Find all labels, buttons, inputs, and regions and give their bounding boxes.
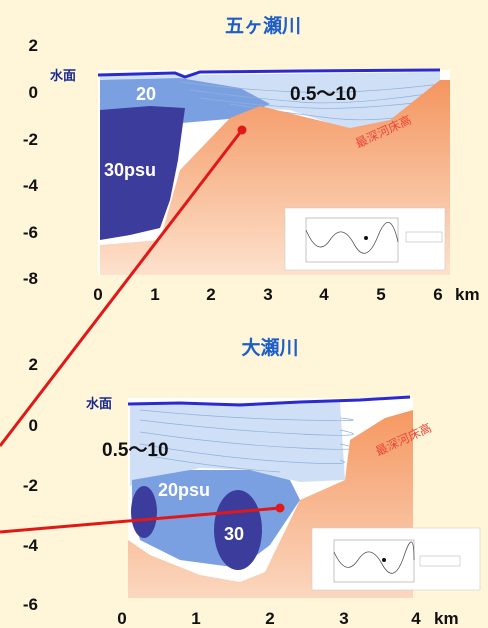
y-tick: 0 xyxy=(29,83,38,102)
x-tick: 5 xyxy=(376,285,385,304)
x-tick: 1 xyxy=(191,609,200,628)
salinity-layer-30 xyxy=(100,106,185,240)
y-tick: 0 xyxy=(29,416,38,435)
inset-chart-bottom xyxy=(311,527,481,591)
arrow-dot-bottom xyxy=(275,503,285,513)
x-tick: 2 xyxy=(265,609,274,628)
water-surface-label-top: 水面 xyxy=(50,68,76,84)
water-surface-label-bottom: 水面 xyxy=(86,396,112,412)
x-tick: 6 xyxy=(433,285,442,304)
x-unit: km xyxy=(434,609,459,628)
salinity-layer-30-left xyxy=(131,486,157,538)
y-tick: -4 xyxy=(23,536,39,555)
y-axis-bottom: 2 0 -2 -4 -6 xyxy=(23,355,39,614)
x-tick: 3 xyxy=(339,609,348,628)
panel-bottom-title: 大瀬川 xyxy=(241,336,298,359)
water-surface-line-bottom xyxy=(127,395,411,407)
salinity-label-30psu: 30psu xyxy=(104,160,156,180)
water-surface-line-top xyxy=(97,68,441,79)
y-axis-top: 2 0 -2 -4 -6 -8 xyxy=(23,36,39,288)
panel-top-title: 五ヶ瀬川 xyxy=(225,15,301,37)
panel-top: 五ヶ瀬川 水面 20 30psu 0.5～10 最深河床高 xyxy=(23,15,480,304)
x-tick: 3 xyxy=(263,285,272,304)
inset-chart-top xyxy=(284,207,446,271)
y-tick: -6 xyxy=(23,223,38,242)
x-tick: 0 xyxy=(93,285,102,304)
y-tick: -2 xyxy=(23,130,38,149)
x-unit: km xyxy=(455,285,480,304)
y-tick: 2 xyxy=(29,36,38,55)
pointer-arrows xyxy=(0,125,285,534)
y-tick: -6 xyxy=(23,595,38,614)
x-axis-top: 0 1 2 3 4 5 6 km xyxy=(93,285,479,304)
x-axis-bottom: 0 1 2 3 4 km xyxy=(117,609,458,628)
salinity-label-30-bottom: 30 xyxy=(224,524,244,544)
salinity-label-0-5-10-top: 0.5～10 xyxy=(290,84,357,105)
y-tick: 2 xyxy=(29,355,38,374)
salinity-label-0-5-10-bottom: 0.5～10 xyxy=(102,440,169,461)
y-tick: -2 xyxy=(23,476,38,495)
salinity-label-20psu: 20psu xyxy=(158,480,210,500)
y-tick: -8 xyxy=(23,269,38,288)
x-tick: 4 xyxy=(411,609,421,628)
x-tick: 2 xyxy=(206,285,215,304)
x-tick: 1 xyxy=(150,285,159,304)
x-tick: 4 xyxy=(319,285,329,304)
x-tick: 0 xyxy=(117,609,126,628)
arrow-dot-top xyxy=(237,125,247,135)
arrow-line-bottom xyxy=(0,506,281,534)
panel-bottom: 大瀬川 水面 0.5～10 20psu 30 最深河床高 xyxy=(23,336,481,628)
salinity-label-20: 20 xyxy=(136,84,156,104)
arrow-line-top xyxy=(0,129,244,447)
y-tick: -4 xyxy=(23,176,39,195)
